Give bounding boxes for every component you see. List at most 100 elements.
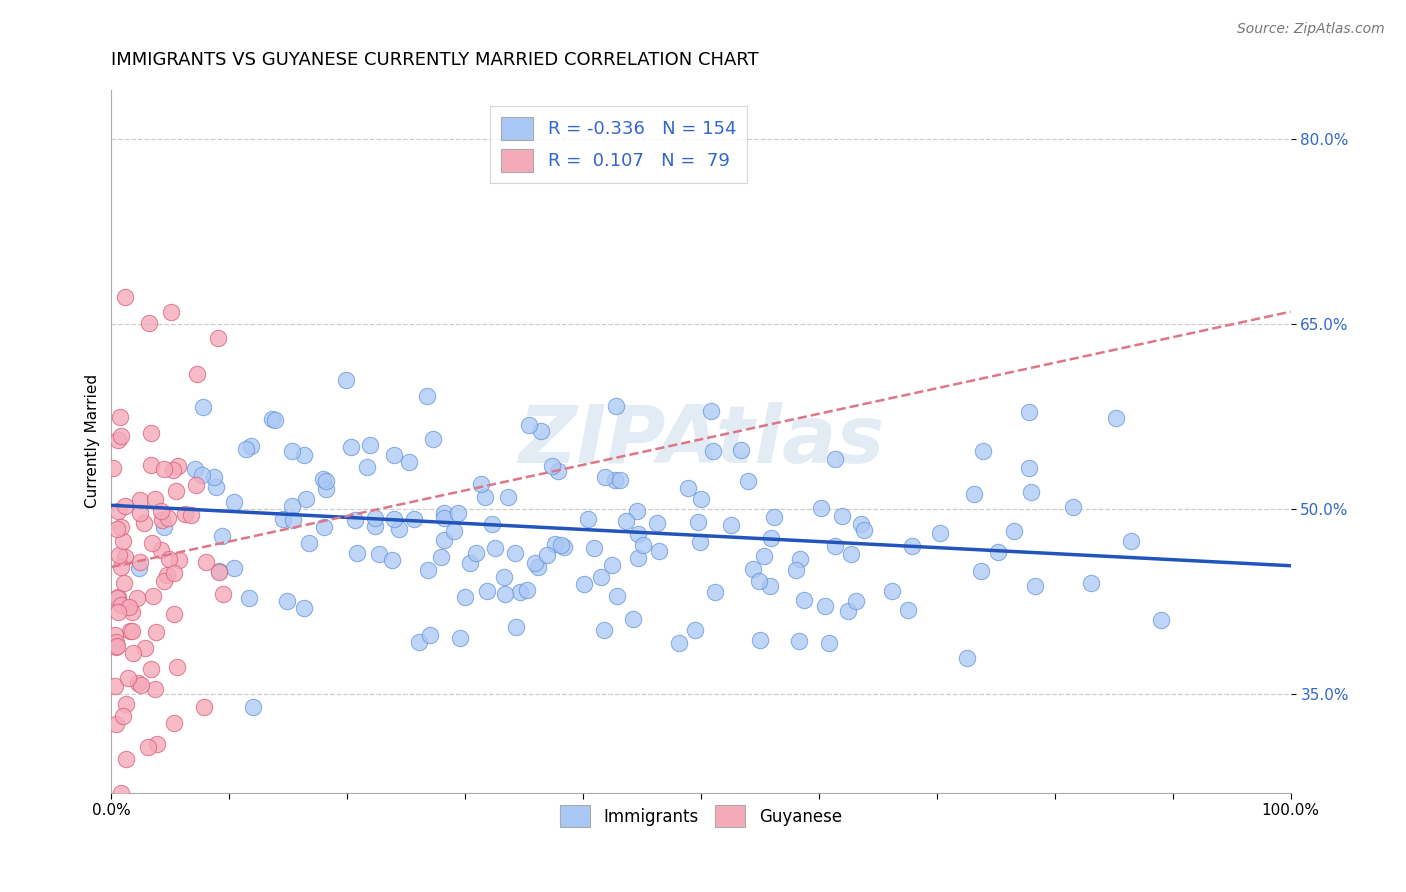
Point [150, 504, 173, 518]
Point [143, 682, 166, 697]
Point [690, 491, 713, 506]
Point [105, 591, 128, 605]
Point [592, 624, 614, 638]
Point [897, 603, 920, 617]
Point [162, 462, 184, 476]
Point [208, 564, 231, 578]
Point [153, 574, 176, 588]
Point [129, 678, 152, 692]
Point [295, 492, 318, 507]
Point [928, 526, 950, 541]
Point [150, 513, 173, 527]
Point [356, 460, 378, 475]
Point [1150, 613, 1173, 627]
Point [281, 499, 304, 513]
Point [156, 567, 179, 582]
Point [700, 404, 723, 418]
Point [416, 389, 439, 403]
Point [117, 671, 139, 685]
Point [524, 557, 547, 571]
Point [574, 577, 596, 591]
Point [1080, 575, 1102, 590]
Point [614, 514, 637, 528]
Point [789, 552, 811, 566]
Point [972, 443, 994, 458]
Point [194, 555, 217, 569]
Point [810, 500, 832, 515]
Point [382, 448, 405, 462]
Point [157, 510, 180, 524]
Point [186, 478, 208, 492]
Point [104, 679, 127, 693]
Point [544, 537, 567, 551]
Point [631, 538, 654, 552]
Point [186, 368, 208, 382]
Point [298, 536, 321, 550]
Point [359, 438, 381, 452]
Legend: Immigrants, Guyanese: Immigrants, Guyanese [554, 798, 849, 833]
Point [408, 635, 430, 649]
Point [104, 628, 127, 642]
Point [536, 548, 558, 562]
Point [1018, 461, 1040, 475]
Point [606, 589, 628, 603]
Point [264, 413, 287, 427]
Point [626, 504, 648, 518]
Point [184, 461, 207, 475]
Point [368, 547, 391, 561]
Point [153, 462, 176, 476]
Point [541, 458, 564, 473]
Point [627, 527, 650, 541]
Point [340, 440, 363, 454]
Point [605, 399, 627, 413]
Point [1018, 405, 1040, 419]
Point [136, 740, 159, 755]
Point [689, 535, 711, 549]
Point [262, 412, 284, 426]
Point [503, 546, 526, 560]
Point [271, 512, 294, 526]
Point [128, 506, 150, 520]
Point [127, 676, 149, 690]
Point [505, 620, 527, 634]
Point [134, 516, 156, 530]
Point [118, 600, 141, 615]
Point [553, 540, 575, 554]
Point [110, 520, 132, 534]
Point [1104, 410, 1126, 425]
Point [165, 484, 187, 499]
Point [627, 550, 650, 565]
Point [970, 564, 993, 578]
Point [853, 523, 876, 537]
Point [107, 590, 129, 604]
Text: Source: ZipAtlas.com: Source: ZipAtlas.com [1237, 22, 1385, 37]
Point [204, 480, 226, 494]
Point [516, 582, 538, 597]
Point [484, 541, 506, 555]
Point [481, 516, 503, 531]
Point [582, 541, 605, 555]
Point [240, 439, 263, 453]
Point [335, 373, 357, 387]
Point [683, 624, 706, 638]
Text: ZIPAtlas: ZIPAtlas [517, 402, 884, 480]
Point [138, 316, 160, 330]
Point [166, 660, 188, 674]
Point [550, 538, 572, 552]
Point [208, 565, 231, 579]
Point [146, 737, 169, 751]
Point [281, 444, 304, 458]
Point [235, 442, 257, 457]
Point [845, 594, 868, 608]
Point [494, 570, 516, 584]
Point [276, 594, 298, 608]
Text: IMMIGRANTS VS GUYANESE CURRENTLY MARRIED CORRELATION CHART: IMMIGRANTS VS GUYANESE CURRENTLY MARRIED… [111, 51, 759, 69]
Point [749, 633, 772, 648]
Point [741, 562, 763, 576]
Point [141, 536, 163, 550]
Point [686, 515, 709, 529]
Point [593, 469, 616, 483]
Point [758, 579, 780, 593]
Point [150, 543, 173, 558]
Point [111, 708, 134, 723]
